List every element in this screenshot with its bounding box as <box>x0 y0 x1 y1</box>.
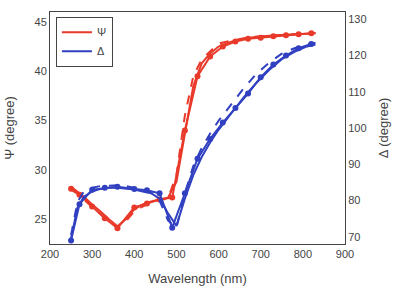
svg-text:35: 35 <box>35 114 47 126</box>
svg-text:100: 100 <box>348 122 366 134</box>
svg-text:70: 70 <box>348 231 360 243</box>
svg-text:130: 130 <box>348 13 366 25</box>
svg-text:30: 30 <box>35 164 47 176</box>
svg-text:200: 200 <box>41 248 59 260</box>
svg-text:600: 600 <box>209 248 227 260</box>
svg-text:800: 800 <box>294 248 312 260</box>
svg-text:Ψ: Ψ <box>97 26 106 38</box>
svg-text:Δ (degree): Δ (degree) <box>376 98 391 159</box>
svg-text:25: 25 <box>35 213 47 225</box>
svg-text:80: 80 <box>348 194 360 206</box>
svg-text:500: 500 <box>167 248 185 260</box>
svg-text:90: 90 <box>348 158 360 170</box>
svg-text:Wavelength (nm): Wavelength (nm) <box>148 271 247 286</box>
svg-text:900: 900 <box>336 248 354 260</box>
svg-text:40: 40 <box>35 65 47 77</box>
svg-text:Δ: Δ <box>97 45 105 57</box>
svg-text:400: 400 <box>125 248 143 260</box>
svg-text:700: 700 <box>252 248 270 260</box>
svg-text:Ψ (degree): Ψ (degree) <box>2 96 17 160</box>
svg-text:300: 300 <box>83 248 101 260</box>
svg-text:120: 120 <box>348 49 366 61</box>
svg-text:110: 110 <box>348 86 366 98</box>
svg-text:45: 45 <box>35 16 47 28</box>
